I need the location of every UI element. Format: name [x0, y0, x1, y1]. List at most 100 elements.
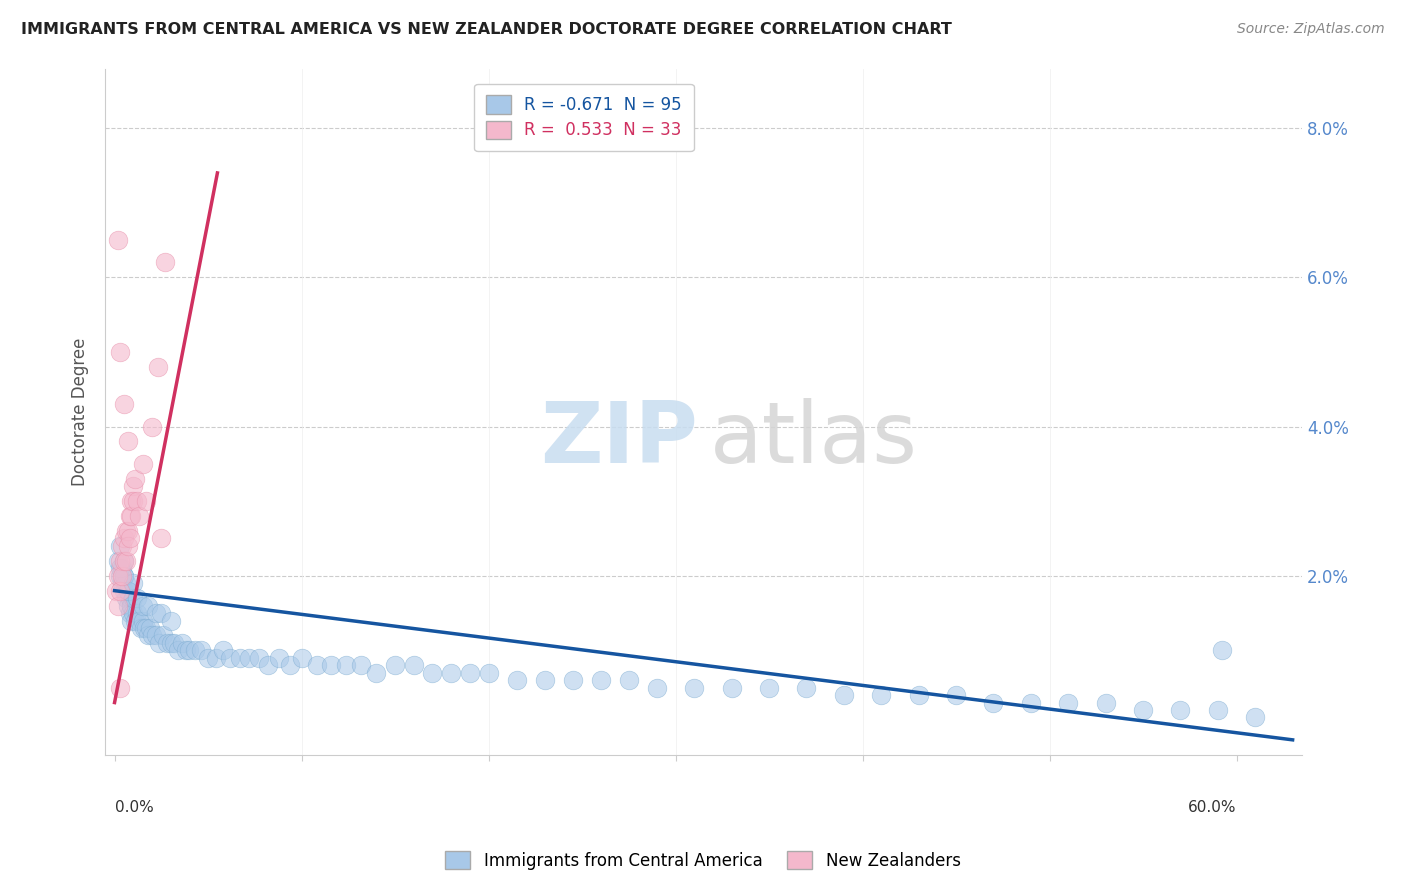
- Point: [204, 650, 226, 665]
- Point: [197, 650, 219, 665]
- Point: [1211, 643, 1233, 657]
- Point: [278, 658, 301, 673]
- Point: [458, 665, 481, 680]
- Point: [107, 233, 129, 247]
- Point: [111, 539, 134, 553]
- Point: [170, 636, 193, 650]
- Point: [1244, 710, 1267, 724]
- Point: [150, 532, 173, 546]
- Point: [145, 606, 167, 620]
- Point: [120, 614, 142, 628]
- Point: [477, 665, 499, 680]
- Point: [148, 636, 170, 650]
- Point: [114, 554, 136, 568]
- Point: [131, 614, 153, 628]
- Point: [108, 583, 131, 598]
- Point: [179, 643, 201, 657]
- Point: [269, 650, 291, 665]
- Point: [167, 643, 190, 657]
- Point: [533, 673, 555, 688]
- Point: [146, 359, 169, 374]
- Point: [366, 665, 388, 680]
- Point: [720, 681, 742, 695]
- Point: [758, 681, 780, 695]
- Point: [125, 494, 148, 508]
- Point: [683, 681, 706, 695]
- Point: [1094, 696, 1116, 710]
- Point: [141, 628, 163, 642]
- Y-axis label: Doctorate Degree: Doctorate Degree: [72, 337, 89, 486]
- Point: [124, 472, 146, 486]
- Point: [1057, 696, 1080, 710]
- Point: [120, 599, 142, 613]
- Point: [122, 606, 145, 620]
- Point: [350, 658, 373, 673]
- Text: Source: ZipAtlas.com: Source: ZipAtlas.com: [1237, 22, 1385, 37]
- Point: [832, 688, 855, 702]
- Point: [983, 696, 1005, 710]
- Point: [870, 688, 893, 702]
- Point: [136, 628, 159, 642]
- Legend: Immigrants from Central America, New Zealanders: Immigrants from Central America, New Zea…: [439, 845, 967, 877]
- Point: [321, 658, 343, 673]
- Point: [139, 621, 162, 635]
- Point: [111, 576, 134, 591]
- Point: [305, 658, 328, 673]
- Point: [219, 650, 242, 665]
- Point: [159, 614, 181, 628]
- Point: [112, 554, 135, 568]
- Point: [505, 673, 527, 688]
- Point: [238, 650, 260, 665]
- Point: [152, 628, 174, 642]
- Point: [120, 494, 142, 508]
- Point: [422, 665, 444, 680]
- Point: [1132, 703, 1154, 717]
- Point: [108, 561, 131, 575]
- Point: [108, 345, 131, 359]
- Point: [145, 628, 167, 642]
- Point: [128, 509, 150, 524]
- Point: [290, 650, 312, 665]
- Point: [114, 591, 136, 606]
- Point: [117, 599, 139, 613]
- Text: 0.0%: 0.0%: [114, 799, 153, 814]
- Point: [122, 494, 145, 508]
- Point: [131, 599, 153, 613]
- Text: IMMIGRANTS FROM CENTRAL AMERICA VS NEW ZEALANDER DOCTORATE DEGREE CORRELATION CH: IMMIGRANTS FROM CENTRAL AMERICA VS NEW Z…: [21, 22, 952, 37]
- Point: [111, 568, 134, 582]
- Point: [212, 643, 235, 657]
- Point: [124, 614, 146, 628]
- Point: [141, 419, 163, 434]
- Point: [134, 621, 156, 635]
- Point: [117, 539, 139, 553]
- Text: 60.0%: 60.0%: [1188, 799, 1236, 814]
- Point: [112, 554, 135, 568]
- Point: [122, 591, 145, 606]
- Point: [163, 636, 186, 650]
- Point: [384, 658, 406, 673]
- Point: [402, 658, 425, 673]
- Point: [107, 554, 129, 568]
- Point: [136, 599, 159, 613]
- Point: [156, 636, 179, 650]
- Point: [108, 539, 131, 553]
- Point: [107, 599, 129, 613]
- Text: ZIP: ZIP: [540, 398, 697, 481]
- Point: [229, 650, 252, 665]
- Point: [125, 606, 148, 620]
- Point: [153, 255, 176, 269]
- Point: [112, 568, 135, 582]
- Point: [1019, 696, 1042, 710]
- Point: [112, 583, 135, 598]
- Point: [131, 457, 153, 471]
- Point: [617, 673, 640, 688]
- Point: [184, 643, 207, 657]
- Point: [108, 568, 131, 582]
- Point: [907, 688, 929, 702]
- Point: [129, 621, 152, 635]
- Point: [122, 479, 145, 493]
- Point: [1170, 703, 1192, 717]
- Point: [150, 606, 173, 620]
- Point: [118, 591, 141, 606]
- Point: [335, 658, 357, 673]
